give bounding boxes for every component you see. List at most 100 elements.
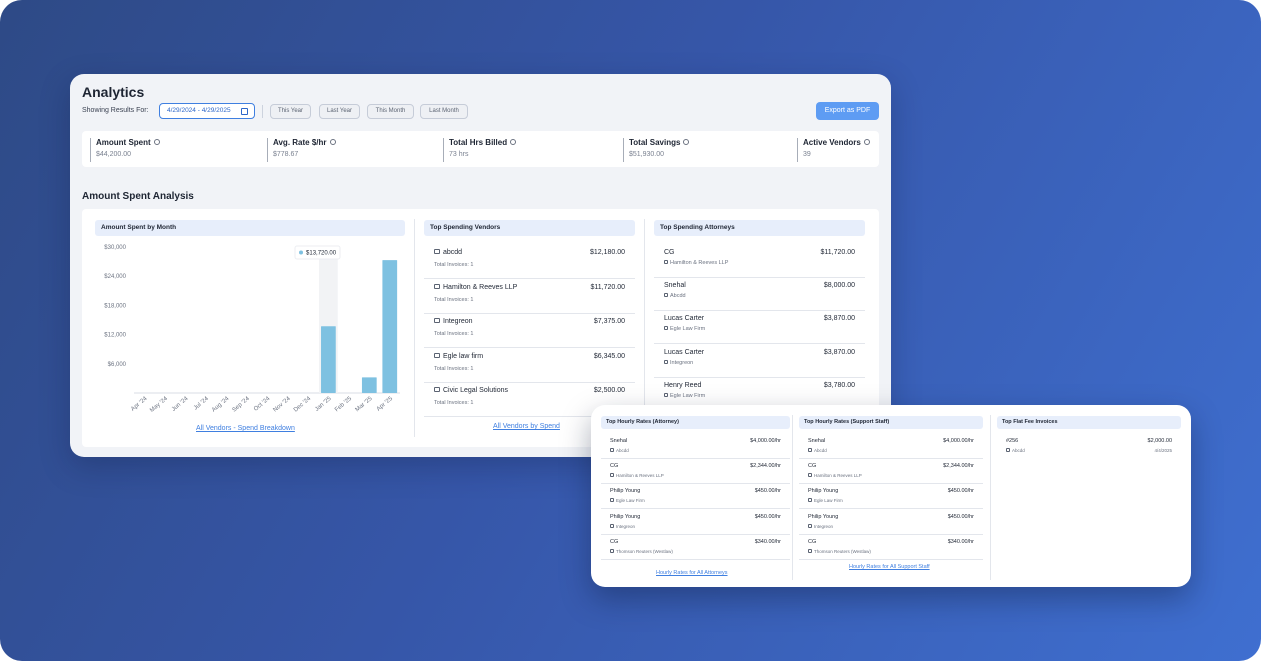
rate-row[interactable]: Snehal Abcdd $4,000.00/hr: [799, 438, 983, 459]
info-icon[interactable]: [153, 139, 160, 145]
kpi-active-vendors: Active Vendors 39: [797, 138, 870, 162]
vendor-name: abcdd: [434, 249, 462, 256]
briefcase-icon: [610, 548, 614, 553]
rate-name: CG: [808, 463, 817, 470]
attorney-row[interactable]: Snehal Abcdd $8,000.00: [654, 282, 865, 312]
rate-amount: $340.00/hr: [947, 538, 974, 545]
x-tick-label: Dec '24: [293, 396, 313, 414]
rate-firm: Hamilton & Reeves LLP: [808, 473, 862, 478]
rate-firm-text: Hamilton & Reeves LLP: [814, 473, 862, 479]
export-pdf-button[interactable]: Export as PDF: [816, 102, 879, 120]
briefcase-icon: [434, 318, 440, 323]
last-year-button[interactable]: Last Year: [319, 104, 360, 119]
all-vendors-spend-breakdown-link[interactable]: All Vendors - Spend Breakdown: [196, 425, 295, 432]
x-tick-label: Jun '24: [171, 396, 190, 413]
x-tick-label: Feb '25: [334, 396, 354, 414]
rate-row[interactable]: CG Thomson Reuters (Westlaw) $340.00/hr: [799, 539, 983, 560]
briefcase-icon: [808, 473, 812, 478]
hourly-rates-all-attorneys-link[interactable]: Hourly Rates for All Attorneys: [656, 570, 728, 576]
attorney-firm-text: Abcdd: [670, 293, 686, 300]
invoice-number: #256: [1006, 438, 1019, 444]
vendor-amount: $12,180.00: [589, 249, 625, 256]
page-title: Analytics: [82, 84, 145, 100]
vendor-name: Integreon: [434, 318, 473, 325]
rate-name: CG: [610, 463, 619, 470]
support-rates-title: Top Hourly Rates (Support Staff): [799, 416, 983, 429]
kpi-amount-spent: Amount Spent $44,200.00: [90, 138, 160, 162]
rate-row[interactable]: CG Hamilton & Reeves LLP $2,344.00/hr: [601, 463, 790, 485]
rate-row[interactable]: CG Hamilton & Reeves LLP $2,344.00/hr: [799, 463, 983, 485]
briefcase-icon: [808, 498, 812, 503]
attorney-amount: $8,000.00: [823, 282, 855, 290]
vendor-row[interactable]: abcdd Total Invoices: 1 $12,180.00: [424, 249, 635, 279]
briefcase-icon: [664, 359, 668, 364]
chart-panel-title: Amount Spent by Month: [95, 220, 405, 236]
kpi-value: 39: [803, 151, 811, 158]
attorney-name: CG: [664, 249, 675, 256]
info-icon[interactable]: [683, 139, 690, 145]
flat-fee-row[interactable]: #256 Abcdd $2,000.00 4/4/2025: [997, 438, 1181, 458]
rate-row[interactable]: Philip Young Integreon $450.00/hr: [799, 514, 983, 535]
vendor-row[interactable]: Hamilton & Reeves LLP Total Invoices: 1 $1…: [424, 283, 635, 314]
briefcase-icon: [610, 473, 614, 478]
rate-row[interactable]: Philip Young Integreon $450.00/hr: [601, 514, 790, 535]
attorney-row[interactable]: Henry Reed Egle Law Firm $3,780.00: [654, 382, 865, 411]
x-tick-label: Aug '24: [211, 396, 231, 414]
this-year-button[interactable]: This Year: [270, 104, 311, 119]
vendor-row[interactable]: Integreon Total Invoices: 1 $7,375.00: [424, 318, 635, 348]
briefcase-icon: [434, 352, 440, 358]
rate-firm-text: Thomson Reuters (Westlaw): [616, 548, 673, 554]
divider: [414, 219, 415, 437]
divider: [262, 105, 263, 118]
briefcase-icon: [610, 448, 614, 452]
vendor-amount: $2,500.00: [593, 387, 625, 394]
bar-11: [361, 377, 377, 393]
x-tick-label: Jul '24: [193, 396, 211, 412]
rate-firm: Hamilton & Reeves LLP: [610, 473, 664, 478]
bar-9: [321, 326, 336, 393]
briefcase-icon: [664, 392, 668, 397]
hourly-rates-all-support-staff-link[interactable]: Hourly Rates for All Support Staff: [849, 564, 930, 570]
date-range-picker[interactable]: 4/29/2024 - 4/29/2025: [159, 103, 255, 119]
this-month-button[interactable]: This Month: [367, 104, 414, 119]
attorney-amount: $3,870.00: [823, 348, 855, 356]
kpi-value: $44,200.00: [96, 151, 132, 158]
vendor-name-text: Hamilton & Reeves LLP: [443, 283, 518, 291]
y-tick-label: $6,000: [108, 362, 127, 368]
kpi-label: Active Vendors: [803, 138, 861, 147]
vendor-name-text: abcdd: [443, 249, 463, 256]
vendor-row[interactable]: Egle law firm Total Invoices: 1 $6,345.00: [424, 352, 635, 383]
amount-spent-chart: $6,000 $12,000 $18,000 $24,000 $30,000 $13,72…: [104, 245, 400, 414]
info-icon[interactable]: [510, 139, 517, 145]
attorney-firm-text: Integreon: [670, 359, 694, 366]
kpi-total-savings: Total Savings $51,930.00: [623, 138, 690, 162]
tooltip-dot: [299, 250, 304, 255]
divider: [644, 219, 645, 437]
rate-row[interactable]: Snehal Abcdd $4,000.00/hr: [601, 438, 790, 459]
info-icon[interactable]: [329, 139, 336, 145]
all-vendors-by-spend-link[interactable]: All Vendors by Spend: [493, 423, 560, 430]
rate-amount: $450.00/hr: [754, 488, 781, 495]
vendors-panel-title: Top Spending Vendors: [424, 220, 635, 236]
vendor-row[interactable]: Civic Legal Solutions Total Invoices: 1 $2…: [424, 387, 635, 417]
last-month-button[interactable]: Last Month: [420, 104, 468, 119]
attorney-firm: Abcdd: [664, 293, 686, 299]
info-icon[interactable]: [863, 139, 870, 145]
rate-firm: Thomson Reuters (Westlaw): [610, 548, 673, 554]
rate-firm: Thomson Reuters (Westlaw): [808, 548, 871, 554]
rate-row[interactable]: CG Thomson Reuters (Westlaw) $340.00/hr: [601, 539, 790, 560]
kpi-value: 73 hrs: [449, 151, 469, 158]
vendor-invoices: Total Invoices: 1: [434, 400, 474, 406]
kpi-avg-rate: Avg. Rate $/hr $778.67: [267, 138, 336, 162]
showing-results-label: Showing Results For:: [82, 107, 149, 114]
briefcase-icon: [808, 448, 812, 452]
rate-amount: $450.00/hr: [754, 513, 781, 520]
vendor-name-text: Egle law firm: [443, 352, 484, 360]
attorney-row[interactable]: Lucas Carter Egle Law Firm $3,870.00: [654, 315, 865, 345]
rate-row[interactable]: Philip Young Egle Law Firm $450.00/hr: [799, 488, 983, 510]
rate-row[interactable]: Philip Young Egle Law Firm $450.00/hr: [601, 488, 790, 510]
rate-name: Snehal: [808, 438, 826, 444]
attorney-row[interactable]: Lucas Carter Integreon $3,870.00: [654, 349, 865, 378]
attorney-row[interactable]: CG Hamilton & Reeves LLP $11,720.00: [654, 249, 865, 278]
kpi-total-hrs: Total Hrs Billed 73 hrs: [443, 138, 517, 162]
